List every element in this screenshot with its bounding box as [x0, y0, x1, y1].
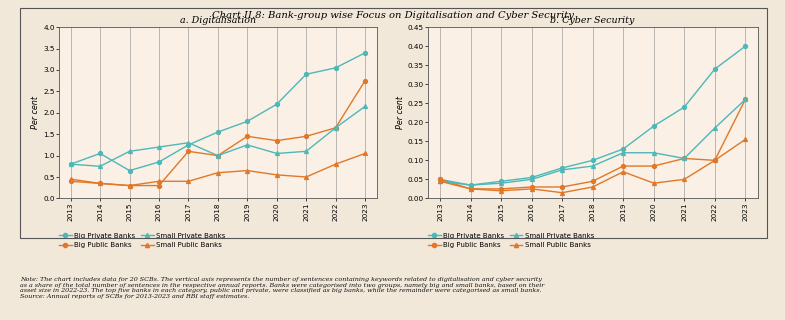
- Title: a. Digitalisation: a. Digitalisation: [180, 16, 256, 25]
- Y-axis label: Per cent: Per cent: [31, 96, 41, 129]
- Text: Note: The chart includes data for 20 SCBs. The vertical axis represents the numb: Note: The chart includes data for 20 SCB…: [20, 277, 544, 299]
- Y-axis label: Per cent: Per cent: [396, 96, 405, 129]
- Title: b. Cyber Security: b. Cyber Security: [550, 16, 635, 25]
- Text: Chart II.8: Bank-group wise Focus on Digitalisation and Cyber Security: Chart II.8: Bank-group wise Focus on Dig…: [212, 11, 573, 20]
- Legend: Big Private Banks, Big Public Banks, Small Private Banks, Small Public Banks: Big Private Banks, Big Public Banks, Sma…: [59, 233, 226, 248]
- Legend: Big Private Banks, Big Public Banks, Small Private Banks, Small Public Banks: Big Private Banks, Big Public Banks, Sma…: [428, 233, 594, 248]
